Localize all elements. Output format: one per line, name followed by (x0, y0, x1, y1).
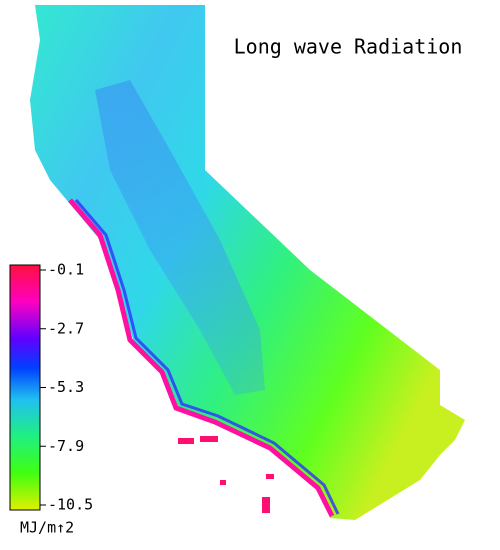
california-map (30, 5, 465, 520)
colorbar-tick-label: -0.1 (48, 261, 84, 279)
central-valley (95, 80, 265, 395)
colorbar-tick-label: -2.7 (48, 319, 84, 337)
map-title: Long wave Radiation (234, 35, 463, 59)
colorbar: -0.1 -2.7 -5.3 -7.9 -10.5 (9, 261, 93, 514)
islands (178, 436, 274, 513)
colorbar-unit: MJ/m↑2 (20, 519, 74, 537)
coastal-band (74, 199, 340, 515)
colorbar-tick-label: -10.5 (48, 496, 93, 514)
colorbar-tick-label: -5.3 (48, 378, 84, 396)
colorbar-tick-label: -7.9 (48, 437, 84, 455)
land-area (30, 5, 465, 520)
coastline (68, 198, 335, 518)
colorbar-scale (9, 264, 41, 511)
